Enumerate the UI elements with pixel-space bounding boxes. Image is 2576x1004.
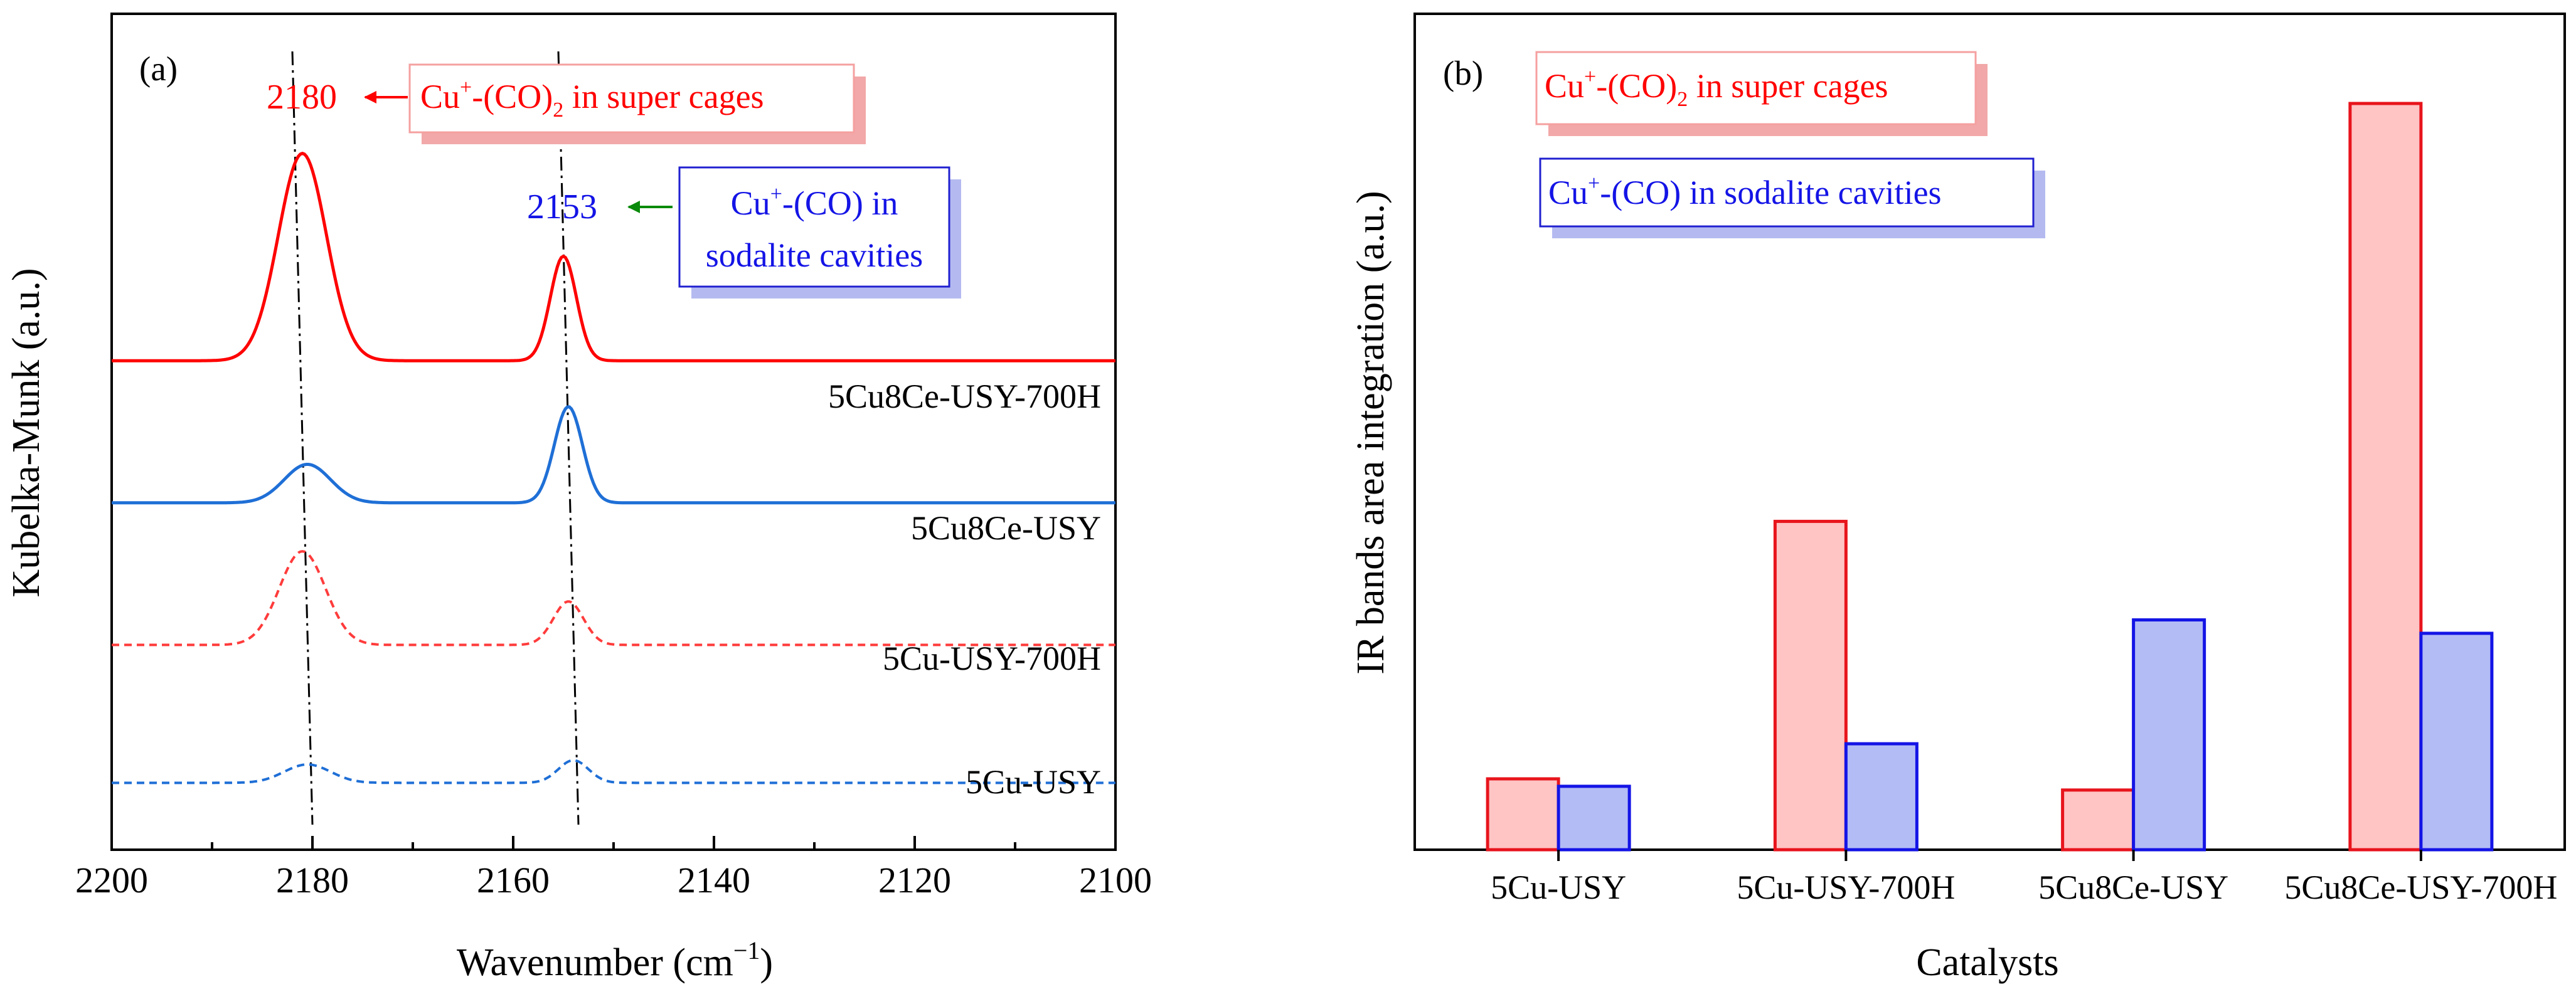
panel-b-x-axis-label: Catalysts bbox=[1916, 941, 2058, 984]
peak1-box bbox=[408, 63, 855, 134]
legend-blue-box bbox=[1539, 157, 2035, 228]
peak2-label-line2: sodalite cavities bbox=[706, 236, 923, 274]
series-label-2: 5Cu-USY-700H bbox=[883, 640, 1101, 677]
panel-b-y-axis-label: IR bands area integration (a.u.) bbox=[1349, 191, 1392, 674]
panel-a-x-tick-label: 2200 bbox=[75, 860, 148, 901]
panel-b-x-ticks: 5Cu-USY 5Cu-USY-700H 5Cu8Ce-USY 5Cu8Ce-USY-… bbox=[1491, 850, 2557, 906]
panel-a-x-tick-label: 2100 bbox=[1079, 860, 1152, 901]
peak2-label-line1: Cu+-(CO) in bbox=[731, 182, 898, 222]
series-label-1: 5Cu8Ce-USY bbox=[911, 509, 1101, 547]
category-label: 5Cu8Ce-USY-700H bbox=[2284, 869, 2557, 906]
panel-b-bars bbox=[1486, 102, 2494, 852]
peak1-label: Cu+-(CO)2 in super cages bbox=[420, 76, 764, 122]
bar-sodalite-1 bbox=[1844, 742, 1919, 852]
legend-red-box bbox=[1535, 51, 1977, 125]
panel-a-series bbox=[112, 151, 1115, 785]
bar-sodalite-0 bbox=[1557, 785, 1631, 852]
panel-b: (b) 5Cu-USY 5Cu-USY-700H 5Cu8Ce-USY 5Cu8Ce-… bbox=[1349, 13, 2566, 984]
bar-super-cages-3 bbox=[2348, 102, 2423, 852]
series-line-1 bbox=[112, 405, 1115, 505]
peak2-box bbox=[678, 166, 950, 288]
panel-a-x-tick-label: 2140 bbox=[678, 860, 750, 901]
panel-a-x-axis-label: Wavenumber (cm−1) bbox=[457, 936, 773, 984]
panel-a-x-tick-label: 2120 bbox=[878, 860, 951, 901]
legend-red-label: Cu+-(CO)2 in super cages bbox=[1545, 65, 1888, 111]
bar-sodalite-2 bbox=[2132, 618, 2206, 852]
panel-a-y-axis-label: Kubelka-Munk (a.u.) bbox=[5, 268, 48, 597]
category-label: 5Cu-USY bbox=[1491, 869, 1626, 906]
bar-super-cages-0 bbox=[1486, 777, 1560, 852]
peak1-value: 2180 bbox=[267, 78, 337, 117]
reference-line-1 bbox=[557, 51, 580, 825]
series-label-0: 5Cu8Ce-USY-700H bbox=[828, 378, 1101, 415]
series-line-3 bbox=[112, 759, 1115, 785]
bar-super-cages-2 bbox=[2061, 788, 2136, 852]
bar-sodalite-3 bbox=[2419, 631, 2494, 852]
panel-a: (a) 2200 2180 2160 2140 2120 2100 5Cu8Ce-USY-… bbox=[5, 13, 1152, 984]
peak2-value: 2153 bbox=[527, 188, 597, 226]
panel-b-frame bbox=[1413, 13, 2566, 851]
panel-a-x-tick-label: 2160 bbox=[477, 860, 550, 901]
category-label: 5Cu8Ce-USY bbox=[2038, 869, 2228, 906]
series-line-0 bbox=[112, 151, 1115, 362]
reference-line-0 bbox=[291, 51, 314, 825]
panel-a-x-tick-label: 2180 bbox=[276, 860, 349, 901]
legend-blue-label: Cu+-(CO) in sodalite cavities bbox=[1548, 172, 1942, 211]
panel-a-x-ticks: 2200 2180 2160 2140 2120 2100 bbox=[75, 836, 1152, 901]
bar-super-cages-1 bbox=[1773, 519, 1848, 852]
panel-a-reference-lines bbox=[291, 51, 580, 825]
panel-a-series-labels: 5Cu8Ce-USY-700H 5Cu8Ce-USY 5Cu-USY-700H 5Cu… bbox=[828, 378, 1101, 801]
panel-a-letter: (a) bbox=[139, 50, 178, 88]
panel-b-letter: (b) bbox=[1443, 54, 1483, 92]
series-line-2 bbox=[112, 550, 1115, 647]
series-label-3: 5Cu-USY bbox=[966, 763, 1101, 801]
category-label: 5Cu-USY-700H bbox=[1737, 869, 1955, 906]
